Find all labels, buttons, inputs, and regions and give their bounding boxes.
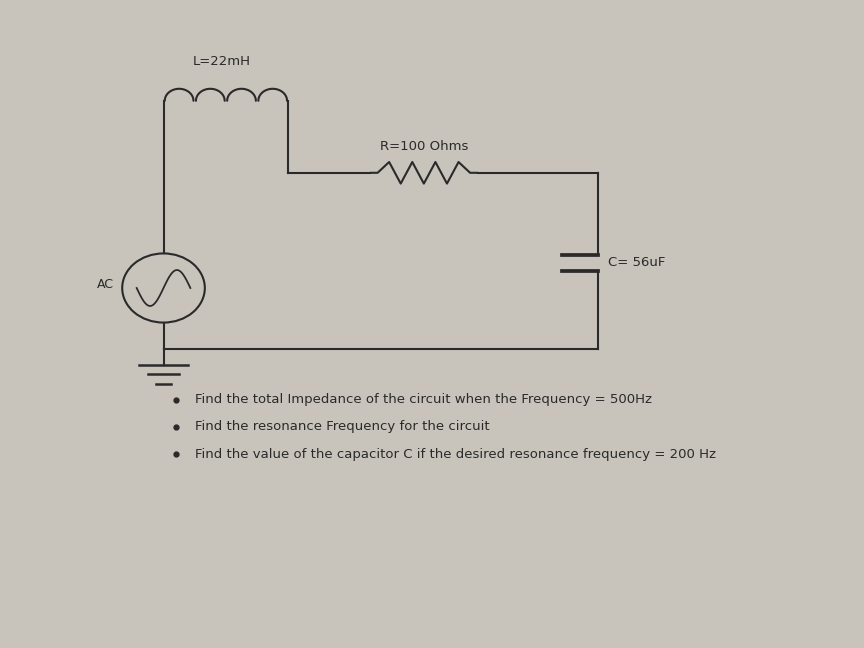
Text: L=22mH: L=22mH xyxy=(193,55,251,69)
Text: Find the resonance Frequency for the circuit: Find the resonance Frequency for the cir… xyxy=(195,421,490,434)
Text: AC: AC xyxy=(97,278,113,291)
Text: Find the value of the capacitor C if the desired resonance frequency = 200 Hz: Find the value of the capacitor C if the… xyxy=(195,448,716,461)
Text: Find the total Impedance of the circuit when the Frequency = 500Hz: Find the total Impedance of the circuit … xyxy=(195,393,652,406)
Text: C= 56uF: C= 56uF xyxy=(608,257,666,270)
Text: R=100 Ohms: R=100 Ohms xyxy=(379,139,468,153)
